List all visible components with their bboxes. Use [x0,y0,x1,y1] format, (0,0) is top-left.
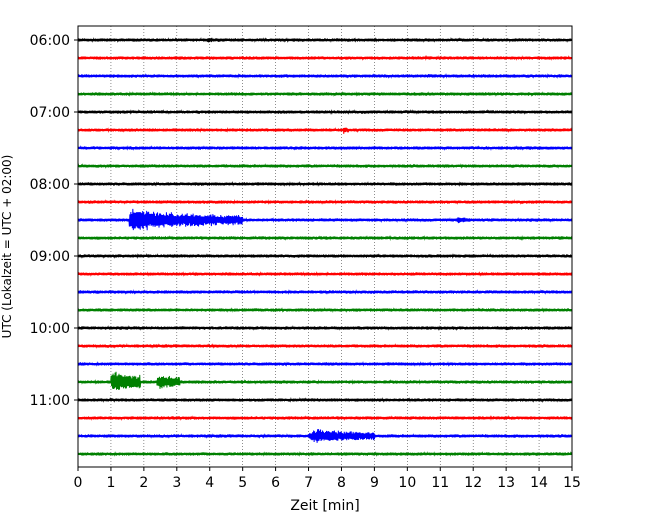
trace-1045 [77,371,573,390]
trace-0645 [77,91,573,97]
trace-0715 [77,127,573,134]
y-tick-label-4: 10:00 [30,321,70,337]
trace-0815 [77,199,573,205]
x-tick-label-14: 14 [530,475,548,491]
trace-0630 [77,72,573,79]
trace-0845 [77,235,573,241]
trace-1000 [77,325,573,331]
x-tick-label-12: 12 [464,475,482,491]
trace-1130 [77,429,573,443]
y-axis-label: UTC (Lokalzeit = UTC + 02:00) [0,155,14,339]
x-tick-label-2: 2 [139,475,148,491]
trace-1015 [77,343,573,349]
x-axis-label: Zeit [min] [290,498,359,514]
y-tick-label-0: 06:00 [30,33,70,49]
trace-1145 [77,451,573,457]
trace-0600 [77,37,573,43]
trace-0615 [77,55,573,61]
x-tick-label-7: 7 [304,475,313,491]
x-tick-label-1: 1 [106,475,115,491]
trace-1030 [77,361,573,367]
y-tick-label-2: 08:00 [30,177,70,193]
x-tick-label-10: 10 [398,475,416,491]
trace-0915 [77,271,573,277]
x-tick-label-9: 9 [370,475,379,491]
trace-0945 [77,307,573,313]
y-tick-label-3: 09:00 [30,249,70,265]
trace-0745 [77,163,573,169]
x-tick-label-11: 11 [431,475,449,491]
trace-1100 [77,396,573,403]
x-tick-label-0: 0 [74,475,83,491]
trace-0830 [77,208,573,231]
x-tick-label-13: 13 [497,475,515,491]
x-tick-label-4: 4 [205,475,214,491]
trace-0800 [77,181,573,187]
x-tick-label-8: 8 [337,475,346,491]
x-tick-label-3: 3 [172,475,181,491]
y-tick-label-1: 07:00 [30,105,70,121]
y-tick-label-5: 11:00 [30,393,70,409]
tick-layer: 0 1 2 3 4 5 6 7 8 9 10 11 12 13 14 1506:0007:0008:0009:… [30,33,581,491]
trace-0730 [77,145,573,151]
x-tick-label-5: 5 [238,475,247,491]
trace-0930 [77,289,573,295]
plot-frame [77,25,573,468]
trace-0900 [77,253,573,259]
trace-1115 [77,415,573,421]
x-tick-label-15: 15 [563,475,581,491]
trace-0700 [77,109,573,115]
trace-layer [77,37,573,457]
x-tick-label-6: 6 [271,475,280,491]
